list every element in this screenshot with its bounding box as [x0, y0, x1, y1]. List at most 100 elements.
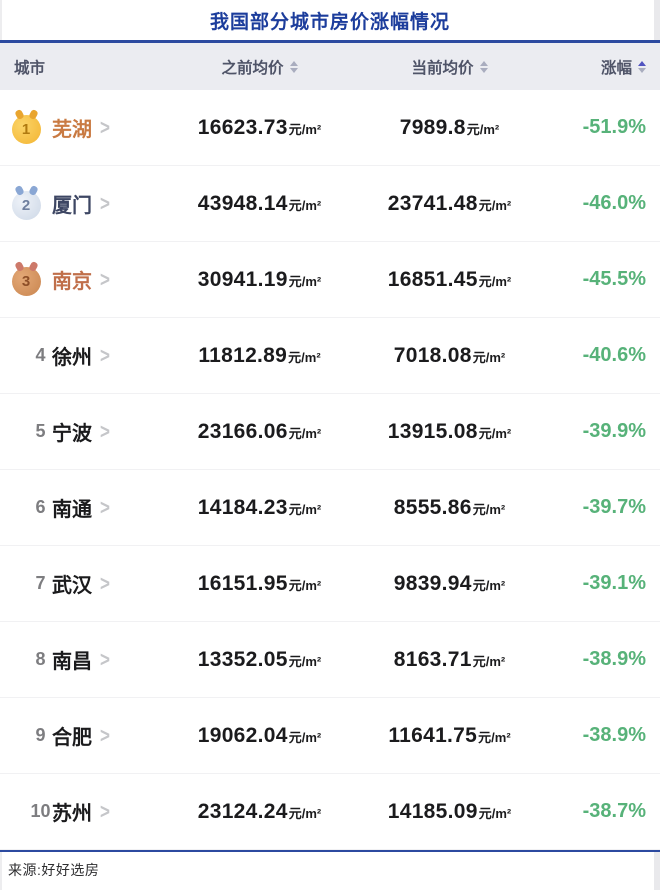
chevron-right-icon: >: [100, 799, 110, 823]
table-row[interactable]: 3 南京 > 30941.19元/m² 16851.45元/m² -45.5%: [0, 242, 660, 318]
city-cell: 南昌 >: [52, 645, 167, 674]
previous-price: 13352.05元/m²: [197, 647, 322, 671]
city-name: 南通: [52, 499, 92, 521]
unit-label: 元/m²: [288, 653, 322, 669]
sort-icon: [479, 60, 488, 73]
previous-price: 43948.14元/m²: [197, 191, 322, 215]
column-header-change[interactable]: 涨幅: [547, 56, 660, 78]
current-price: 7989.8元/m²: [399, 115, 500, 139]
table-row[interactable]: 6 南通 > 14184.23元/m² 8555.86元/m² -39.7%: [0, 470, 660, 546]
price-change: -40.6%: [582, 344, 646, 366]
unit-label: 元/m²: [478, 197, 512, 213]
city-name: 芜湖: [52, 119, 92, 141]
table-row[interactable]: 4 徐州 > 11812.89元/m² 7018.08元/m² -40.6%: [0, 318, 660, 394]
rank-cell: 9: [0, 719, 52, 752]
unit-label: 元/m²: [288, 577, 322, 593]
city-name: 武汉: [52, 575, 92, 597]
rank-cell: 8: [0, 643, 52, 676]
rank-cell: 2: [0, 184, 52, 220]
price-change: -39.1%: [582, 572, 646, 594]
unit-label: 元/m²: [472, 577, 506, 593]
previous-price: 23166.06元/m²: [197, 419, 322, 443]
table-body: 1 芜湖 > 16623.73元/m² 7989.8元/m² -51.9% 2 …: [0, 90, 660, 850]
rank-number: 7: [35, 573, 46, 593]
city-name: 厦门: [52, 195, 92, 217]
current-price: 14185.09元/m²: [387, 799, 512, 823]
previous-price: 11812.89元/m²: [198, 343, 321, 367]
city-cell: 宁波 >: [52, 417, 167, 446]
table-row[interactable]: 10 苏州 > 23124.24元/m² 14185.09元/m² -38.7%: [0, 774, 660, 850]
medal-icon: [6, 723, 35, 752]
rank-cell: 10: [0, 795, 52, 828]
source-text: 来源:好好选房: [8, 862, 100, 878]
table-row[interactable]: 5 宁波 > 23166.06元/m² 13915.08元/m² -39.9%: [0, 394, 660, 470]
city-cell: 南京 >: [52, 265, 167, 294]
price-change: -51.9%: [582, 116, 646, 138]
medal-icon: [6, 495, 35, 524]
column-header-city: 城市: [0, 56, 167, 78]
chevron-right-icon: >: [100, 115, 110, 139]
medal-icon: [6, 343, 35, 372]
unit-label: 元/m²: [472, 501, 506, 517]
table-row[interactable]: 8 南昌 > 13352.05元/m² 8163.71元/m² -38.9%: [0, 622, 660, 698]
column-label-change: 涨幅: [600, 59, 632, 77]
chevron-right-icon: >: [100, 647, 110, 671]
current-price: 8555.86元/m²: [393, 495, 506, 519]
previous-price: 30941.19元/m²: [197, 267, 322, 291]
rank-cell: 6: [0, 491, 52, 524]
column-header-current-price[interactable]: 当前均价: [352, 56, 547, 78]
medal-icon: [6, 571, 35, 600]
previous-price: 19062.04元/m²: [197, 723, 322, 747]
price-change: -46.0%: [582, 192, 646, 214]
city-name: 苏州: [52, 803, 92, 825]
rank-number: 8: [35, 649, 46, 669]
price-change: -38.9%: [582, 648, 646, 670]
current-price: 9839.94元/m²: [393, 571, 506, 595]
previous-price: 23124.24元/m²: [197, 799, 322, 823]
column-label-current-price: 当前均价: [411, 59, 474, 77]
unit-label: 元/m²: [472, 349, 506, 365]
current-price: 23741.48元/m²: [387, 191, 512, 215]
chevron-right-icon: >: [100, 723, 110, 747]
rank-number: 4: [35, 345, 46, 365]
chevron-right-icon: >: [100, 191, 110, 215]
city-cell: 苏州 >: [52, 797, 167, 826]
unit-label: 元/m²: [288, 197, 322, 213]
city-cell: 厦门 >: [52, 189, 167, 218]
top-divider: [0, 40, 660, 43]
unit-label: 元/m²: [478, 273, 512, 289]
bottom-divider: [0, 850, 660, 852]
rank-cell: 1: [0, 108, 52, 144]
rank-cell: 4: [0, 339, 52, 372]
rank-cell: 7: [0, 567, 52, 600]
previous-price: 16623.73元/m²: [197, 115, 322, 139]
table-row[interactable]: 9 合肥 > 19062.04元/m² 11641.75元/m² -38.9%: [0, 698, 660, 774]
chevron-right-icon: >: [100, 419, 110, 443]
unit-label: 元/m²: [288, 805, 322, 821]
current-price: 16851.45元/m²: [387, 267, 512, 291]
table-row[interactable]: 2 厦门 > 43948.14元/m² 23741.48元/m² -46.0%: [0, 166, 660, 242]
medal-bronze-icon: 3: [11, 260, 41, 296]
city-name: 南京: [52, 271, 92, 293]
column-header-previous-price[interactable]: 之前均价: [167, 56, 352, 78]
chevron-right-icon: >: [100, 267, 110, 291]
unit-label: 元/m²: [288, 121, 322, 137]
city-cell: 徐州 >: [52, 341, 167, 370]
medal-icon: [6, 419, 35, 448]
price-change: -38.7%: [582, 800, 646, 822]
unit-label: 元/m²: [288, 425, 322, 441]
unit-label: 元/m²: [478, 729, 511, 745]
city-cell: 武汉 >: [52, 569, 167, 598]
city-name: 南昌: [52, 651, 92, 673]
unit-label: 元/m²: [466, 121, 500, 137]
current-price: 7018.08元/m²: [393, 343, 506, 367]
current-price: 8163.71元/m²: [393, 647, 506, 671]
medal-gold-icon: 1: [11, 108, 41, 144]
rank-number: 5: [35, 421, 46, 441]
table-row[interactable]: 1 芜湖 > 16623.73元/m² 7989.8元/m² -51.9%: [0, 90, 660, 166]
unit-label: 元/m²: [288, 729, 322, 745]
table-row[interactable]: 7 武汉 > 16151.95元/m² 9839.94元/m² -39.1%: [0, 546, 660, 622]
price-change: -39.7%: [582, 496, 646, 518]
price-change: -45.5%: [582, 268, 646, 290]
rank-number: 10: [30, 801, 51, 821]
